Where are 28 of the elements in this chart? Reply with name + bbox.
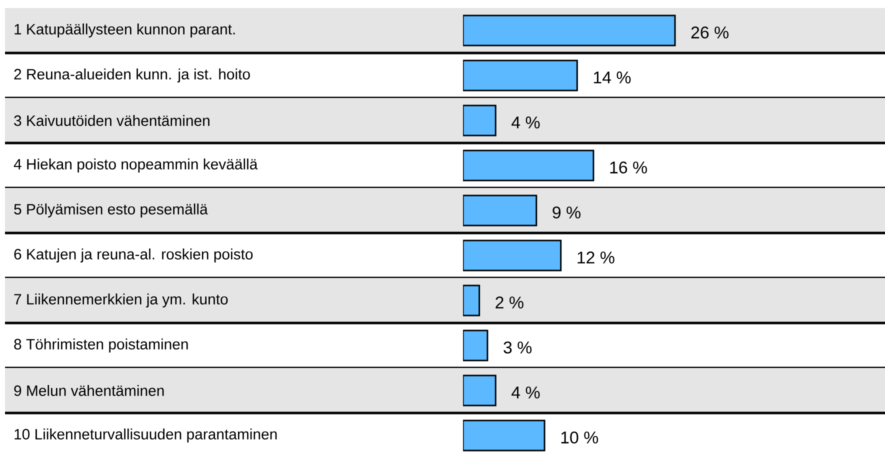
y-tick-label: 1 Katupäällysteen kunnon parant. — [14, 24, 235, 38]
data-label: 14 % — [594, 72, 631, 84]
bar — [463, 60, 578, 92]
bar — [463, 374, 496, 406]
bar — [463, 240, 562, 272]
y-tick-label: 3 Kaivuutöiden vähentäminen — [14, 115, 210, 126]
y-tick-label: 10 Liikenneturvallisuuden parantaminen — [14, 428, 277, 442]
bar — [463, 104, 496, 136]
data-label: 4 % — [512, 386, 540, 398]
data-label: 16 % — [610, 161, 647, 174]
y-tick-label: 2 Reuna-alueiden kunn. ja ist. hoito — [14, 68, 250, 82]
y-tick-label: 5 Pölyämisen esto pesemällä — [14, 204, 208, 218]
data-label: 9 % — [552, 206, 580, 218]
y-tick-label: 9 Melun vähentäminen — [14, 385, 164, 396]
bar — [463, 420, 546, 452]
bar — [463, 194, 538, 226]
data-label: 10 % — [561, 431, 598, 444]
bar — [463, 14, 676, 46]
y-tick-label: 4 Hiekan poisto nopeammin keväällä — [14, 158, 258, 172]
data-label: 12 % — [578, 252, 614, 264]
y-tick-label: 8 Töhrimisten poistaminen — [14, 338, 188, 352]
bar — [463, 150, 594, 182]
data-label: 3 % — [504, 341, 532, 354]
data-label: 2 % — [496, 296, 524, 308]
data-label: 4 % — [512, 116, 540, 128]
y-tick-label: 6 Katujen ja reuna-al. roskien poisto — [14, 248, 253, 262]
y-tick-label: 7 Liikennemerkkien ja ym. kunto — [14, 294, 228, 308]
data-label: 26 % — [691, 26, 728, 38]
